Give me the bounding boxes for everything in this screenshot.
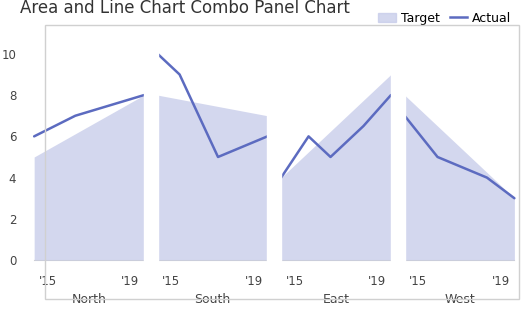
Text: '15: '15 (286, 275, 304, 288)
Text: West: West (444, 293, 475, 306)
Text: '19: '19 (121, 275, 139, 288)
Text: '19: '19 (492, 275, 510, 288)
Text: East: East (322, 293, 350, 306)
Bar (267, 48, 281, 310)
Text: '19: '19 (368, 275, 386, 288)
Text: '15: '15 (409, 275, 428, 288)
Text: '15: '15 (39, 275, 57, 288)
Legend: Target, Actual: Target, Actual (373, 7, 516, 30)
Text: '19: '19 (245, 275, 263, 288)
Text: North: North (72, 293, 106, 306)
Bar (391, 48, 405, 310)
Text: '15: '15 (162, 275, 180, 288)
Text: South: South (194, 293, 231, 306)
Text: Area and Line Chart Combo Panel Chart: Area and Line Chart Combo Panel Chart (20, 0, 351, 17)
Bar (144, 48, 158, 310)
